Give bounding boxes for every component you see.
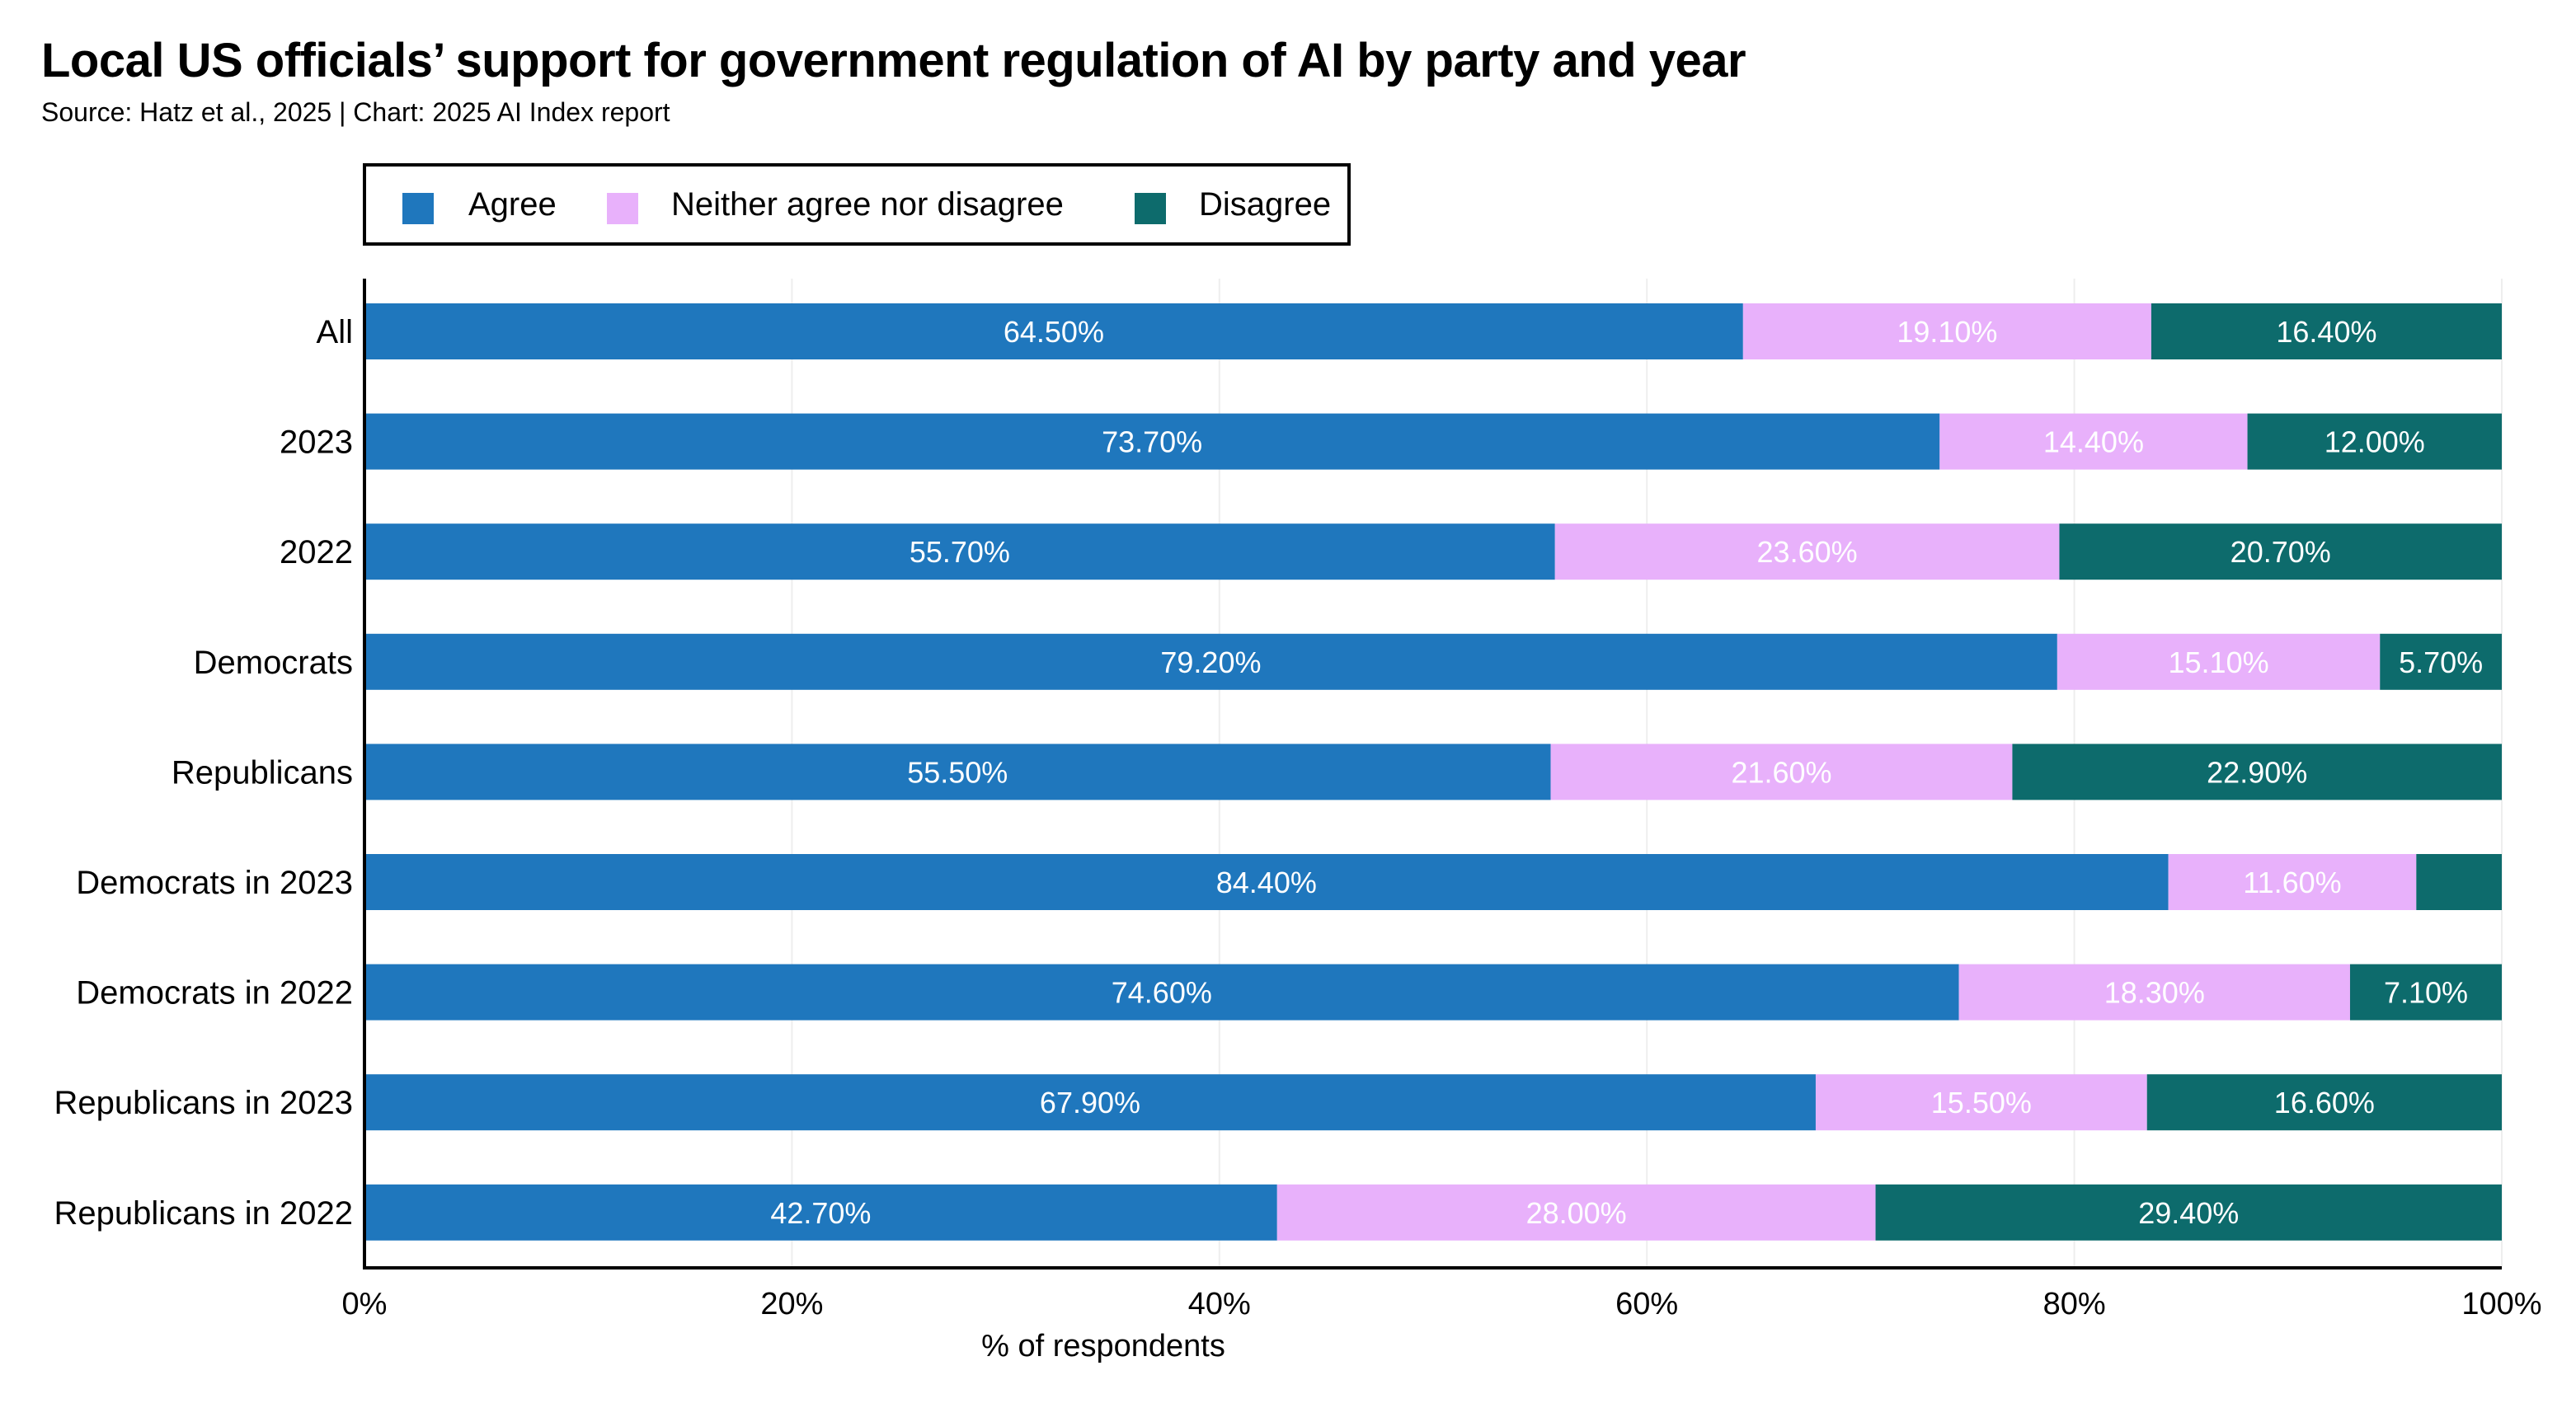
x-tick-label-40: 40% bbox=[1188, 1287, 1251, 1321]
data-label-disagree-1: 12.00% bbox=[2325, 425, 2425, 459]
x-tick-label-80: 80% bbox=[2043, 1287, 2106, 1321]
legend-swatch-neither bbox=[607, 193, 638, 224]
bar-agree-2 bbox=[364, 523, 1555, 580]
bar-disagree-6 bbox=[2349, 964, 2502, 1021]
data-label-neither-7: 15.50% bbox=[1931, 1086, 2032, 1119]
data-label-disagree-4: 22.90% bbox=[2207, 755, 2307, 789]
bar-agree-5 bbox=[364, 854, 2169, 910]
bar-neither-5 bbox=[2168, 854, 2417, 910]
data-label-neither-6: 18.30% bbox=[2104, 976, 2205, 1010]
bar-agree-3 bbox=[364, 633, 2057, 690]
data-label-neither-3: 15.10% bbox=[2169, 645, 2269, 679]
bar-neither-7 bbox=[1815, 1074, 2147, 1131]
category-label-4: Republicans bbox=[172, 754, 353, 791]
x-tick-label-20: 20% bbox=[760, 1287, 823, 1321]
category-label-7: Republicans in 2023 bbox=[54, 1085, 353, 1121]
bar-agree-7 bbox=[364, 1074, 1816, 1131]
bar-disagree-1 bbox=[2247, 413, 2502, 470]
x-axis-title: % of respondents bbox=[981, 1329, 1225, 1363]
data-label-disagree-8: 29.40% bbox=[2138, 1196, 2239, 1230]
x-tick-label-60: 60% bbox=[1615, 1287, 1678, 1321]
data-label-neither-0: 19.10% bbox=[1897, 315, 1997, 349]
legend: Agree Neither agree nor disagree Disagre… bbox=[363, 163, 1351, 246]
bar-neither-6 bbox=[1958, 964, 2350, 1021]
chart-title: Local US officials’ support for governme… bbox=[41, 34, 1746, 87]
bar-neither-4 bbox=[1550, 744, 2013, 800]
legend-swatch-agree bbox=[402, 193, 434, 224]
bar-agree-0 bbox=[364, 303, 1743, 359]
data-label-agree-1: 73.70% bbox=[1102, 425, 1202, 459]
data-label-agree-6: 74.60% bbox=[1112, 976, 1212, 1010]
bar-disagree-4 bbox=[2012, 744, 2502, 800]
bar-neither-2 bbox=[1554, 523, 2060, 580]
data-label-neither-5: 11.60% bbox=[2243, 866, 2341, 899]
bar-disagree-8 bbox=[1875, 1184, 2502, 1241]
data-label-agree-5: 84.40% bbox=[1216, 866, 1317, 899]
bar-disagree-0 bbox=[2151, 303, 2502, 359]
category-label-0: All bbox=[317, 314, 353, 350]
bar-disagree-7 bbox=[2146, 1074, 2502, 1131]
bar-neither-3 bbox=[2057, 633, 2381, 690]
category-label-1: 2023 bbox=[280, 425, 353, 461]
category-label-8: Republicans in 2022 bbox=[54, 1195, 353, 1232]
category-label-2: 2022 bbox=[280, 534, 353, 570]
data-label-neither-1: 14.40% bbox=[2043, 425, 2144, 459]
data-label-agree-2: 55.70% bbox=[910, 535, 1010, 569]
bar-disagree-5 bbox=[2416, 854, 2502, 910]
category-label-6: Democrats in 2022 bbox=[76, 975, 353, 1011]
bar-disagree-2 bbox=[2059, 523, 2502, 580]
bar-agree-4 bbox=[364, 744, 1551, 800]
legend-label-agree: Agree bbox=[468, 186, 557, 223]
data-label-agree-7: 67.90% bbox=[1040, 1086, 1140, 1119]
category-label-5: Democrats in 2023 bbox=[76, 865, 353, 901]
legend-label-neither: Neither agree nor disagree bbox=[671, 186, 1064, 223]
data-label-disagree-3: 5.70% bbox=[2399, 645, 2483, 679]
bar-neither-1 bbox=[1939, 413, 2248, 470]
data-label-agree-0: 64.50% bbox=[1004, 315, 1104, 349]
legend-label-disagree: Disagree bbox=[1199, 186, 1332, 223]
bar-neither-0 bbox=[1742, 303, 2151, 359]
bar-agree-1 bbox=[364, 413, 1940, 470]
x-tick-label-100: 100% bbox=[2461, 1287, 2541, 1321]
category-label-3: Democrats bbox=[194, 645, 353, 681]
data-label-disagree-2: 20.70% bbox=[2230, 535, 2331, 569]
chart-subtitle: Source: Hatz et al., 2025 | Chart: 2025 … bbox=[41, 97, 670, 127]
data-label-neither-2: 23.60% bbox=[1757, 535, 1858, 569]
bar-agree-8 bbox=[364, 1184, 1277, 1241]
data-label-neither-8: 28.00% bbox=[1526, 1196, 1627, 1230]
data-label-agree-4: 55.50% bbox=[907, 755, 1008, 789]
data-label-agree-8: 42.70% bbox=[770, 1196, 871, 1230]
data-label-agree-3: 79.20% bbox=[1160, 645, 1261, 679]
x-tick-label-0: 0% bbox=[342, 1287, 388, 1321]
data-label-disagree-0: 16.40% bbox=[2276, 315, 2376, 349]
bar-disagree-3 bbox=[2380, 633, 2502, 690]
data-label-disagree-6: 7.10% bbox=[2384, 976, 2468, 1010]
data-label-neither-4: 21.60% bbox=[1731, 755, 1831, 789]
data-label-disagree-7: 16.60% bbox=[2274, 1086, 2375, 1119]
legend-swatch-disagree bbox=[1135, 193, 1166, 224]
bar-neither-8 bbox=[1276, 1184, 1876, 1241]
bar-agree-6 bbox=[364, 964, 1959, 1021]
